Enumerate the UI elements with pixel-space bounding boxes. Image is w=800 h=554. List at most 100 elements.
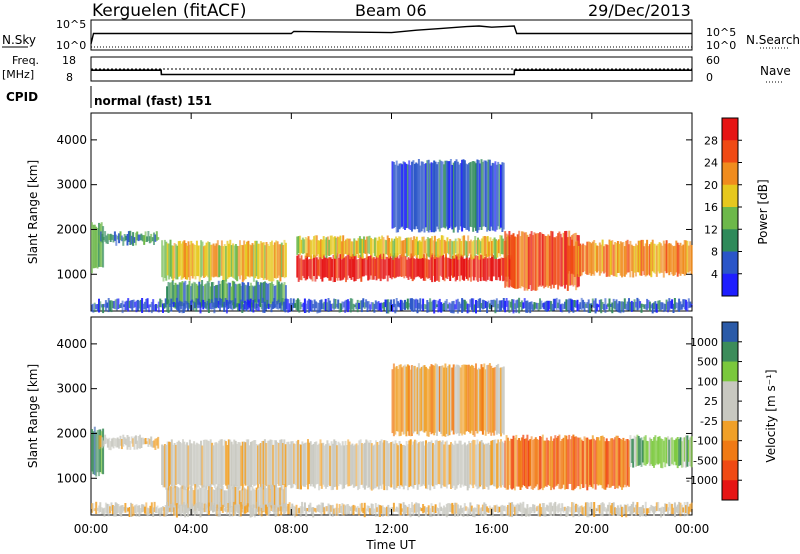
- scatter-band-9-cell: [621, 301, 623, 312]
- scatter-band-5-cell: [406, 237, 409, 257]
- x-tick-label: 12:00: [374, 522, 409, 536]
- scatter-band-8-cell: [566, 245, 569, 274]
- scatter-band-2-cell: [223, 439, 226, 485]
- scatter-band-9-cell: [337, 299, 340, 309]
- scatter-band-1-cell: [134, 435, 137, 444]
- scatter-band-2-cell: [230, 245, 233, 277]
- scatter-band-3-cell: [180, 486, 183, 507]
- scatter-band-5-cell: [561, 439, 564, 489]
- scatter-band-9-cell: [342, 301, 345, 308]
- scatter-band-9-cell: [305, 303, 308, 313]
- scatter-band-9-cell: [529, 301, 532, 314]
- scatter-band-2-cell: [259, 443, 262, 488]
- noise-left-tick-top: 10^5: [56, 18, 86, 31]
- scatter-band-1-cell: [108, 437, 111, 450]
- scatter-band-9-cell: [687, 298, 690, 309]
- scatter-band-7-cell: [473, 507, 476, 518]
- scatter-band-5-cell: [401, 240, 404, 257]
- scatter-band-4-cell: [333, 258, 336, 282]
- scatter-band-7-cell: [540, 507, 543, 515]
- scatter-band-9-cell: [256, 303, 259, 311]
- scatter-band-9-cell: [99, 301, 102, 311]
- scatter-band-7-cell: [640, 506, 643, 516]
- scatter-band-9-cell: [569, 298, 572, 310]
- scatter-band-0-cell: [100, 222, 103, 267]
- scatter-band-3-cell: [262, 282, 265, 303]
- scatter-band-2-cell: [361, 443, 364, 485]
- scatter-band-9-cell: [577, 304, 580, 311]
- scatter-band-4-cell: [488, 363, 491, 433]
- scatter-band-7-cell: [333, 508, 336, 515]
- scatter-band-2-cell: [437, 441, 440, 484]
- scatter-band-7-cell: [447, 503, 450, 516]
- scatter-band-5-cell: [493, 237, 496, 259]
- scatter-band-6-cell: [413, 163, 416, 230]
- colorbar-swatch: [722, 401, 738, 422]
- scatter-band-2-cell: [326, 440, 329, 487]
- scatter-band-8-cell: [661, 245, 664, 273]
- scatter-band-9-cell: [385, 299, 388, 314]
- scatter-band-7-cell: [216, 504, 219, 517]
- scatter-band-2-cell: [422, 441, 425, 485]
- scatter-band-9-cell: [586, 302, 589, 309]
- scatter-band-5-cell: [435, 241, 438, 257]
- scatter-band-9-cell: [475, 300, 477, 314]
- scatter-band-8-cell: [579, 243, 582, 277]
- scatter-band-1-cell: [119, 231, 122, 241]
- scatter-band-3-cell: [210, 487, 213, 510]
- scatter-band-5-cell: [453, 240, 456, 259]
- freq-strip: Freq. [MHz] 18 8 60 0 Nave: [2, 54, 791, 84]
- scatter-band-5-cell: [471, 241, 474, 260]
- scatter-band-9-cell: [306, 300, 309, 310]
- scatter-band-4-cell: [424, 258, 427, 281]
- scatter-band-7-cell: [502, 505, 505, 512]
- scatter-band-9-cell: [116, 298, 118, 311]
- scatter-band-8-cell: [577, 246, 580, 277]
- scatter-band-5-cell: [310, 240, 313, 260]
- scatter-band-2-cell: [179, 442, 182, 486]
- scatter-band-1-cell: [157, 436, 160, 449]
- scatter-band-5-cell: [586, 437, 589, 491]
- scatter-band-5-cell: [415, 236, 418, 258]
- scatter-band-9-cell: [509, 301, 512, 308]
- scatter-band-5-cell: [562, 437, 565, 485]
- scatter-band-2-cell: [445, 440, 448, 489]
- scatter-band-7-cell: [340, 505, 342, 513]
- scatter-band-7-cell: [544, 507, 547, 517]
- scatter-band-9-cell: [612, 298, 615, 309]
- scatter-band-4-cell: [458, 256, 461, 282]
- scatter-band-5-cell: [413, 236, 416, 257]
- scatter-band-9-cell: [288, 303, 291, 312]
- scatter-band-4-cell: [311, 258, 314, 282]
- scatter-band-6-cell: [491, 162, 494, 231]
- scatter-band-2-cell: [165, 241, 168, 281]
- scatter-band-1-cell: [150, 233, 153, 243]
- scatter-band-5-cell: [600, 436, 603, 486]
- scatter-band-2-cell: [188, 439, 191, 485]
- scatter-band-7-cell: [495, 504, 498, 512]
- scatter-band-7-cell: [170, 504, 173, 515]
- scatter-band-9-cell: [430, 301, 433, 311]
- scatter-band-9-cell: [121, 300, 124, 314]
- scatter-band-9-cell: [566, 299, 569, 311]
- scatter-band-4-cell: [456, 364, 459, 434]
- scatter-band-2-cell: [240, 244, 243, 276]
- scatter-band-6-cell: [434, 161, 437, 232]
- scatter-band-7-cell: [213, 503, 216, 512]
- time-axis-ticks: 00:00 04:00 08:00 12:00 16:00 20:00 00:00: [74, 113, 709, 536]
- scatter-band-2-cell: [182, 241, 184, 279]
- scatter-band-3-cell: [282, 284, 285, 305]
- scatter-band-4-cell: [398, 364, 401, 437]
- scatter-band-7-cell: [320, 502, 323, 517]
- scatter-band-6-cell: [468, 162, 470, 232]
- scatter-band-9-cell: [488, 303, 491, 310]
- scatter-band-2-cell: [177, 241, 180, 277]
- scatter-band-0-cell: [93, 426, 96, 476]
- scatter-band-5-cell: [500, 235, 503, 255]
- scatter-band-7-cell: [255, 508, 258, 515]
- scatter-band-4-cell: [472, 365, 475, 436]
- scatter-band-2-cell: [202, 246, 205, 278]
- scatter-band-8-cell: [632, 245, 635, 278]
- scatter-band-4-cell: [395, 366, 398, 432]
